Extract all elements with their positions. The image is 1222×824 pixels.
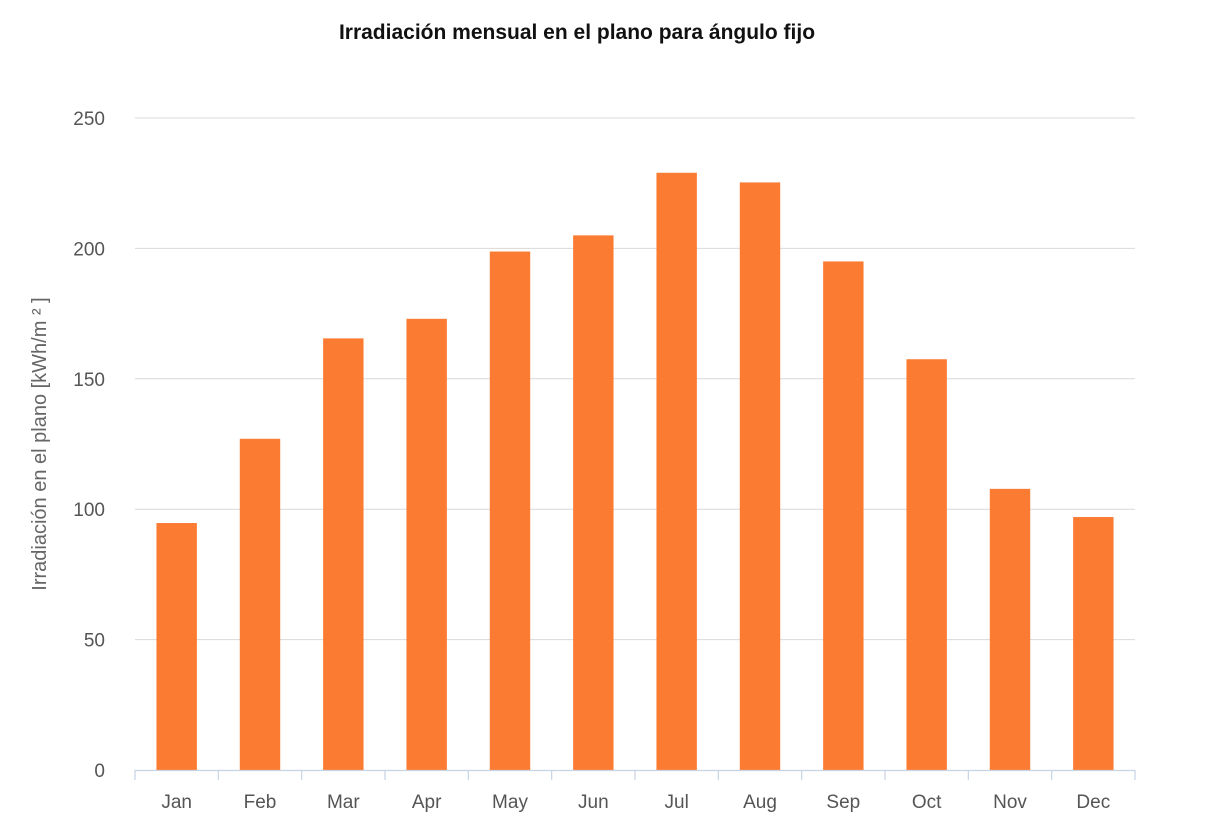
- bar-feb: [239, 438, 281, 770]
- x-tick-label: May: [492, 792, 528, 813]
- bar-nov: [989, 488, 1031, 770]
- y-axis: 0 50 100 150 200 250: [73, 109, 105, 782]
- x-tick-label: Aug: [743, 792, 777, 813]
- bar-jan: [156, 523, 197, 770]
- x-tick-label: Nov: [993, 792, 1027, 813]
- x-tick-label: Jan: [161, 792, 192, 813]
- y-tick-label: 0: [94, 761, 105, 782]
- bar-mar: [323, 338, 364, 770]
- x-axis: Jan Feb Mar Apr May Jun Jul Aug Sep Oct Nov Dec: [134, 769, 1136, 813]
- x-tick-label: Mar: [327, 792, 360, 813]
- y-tick-label: 200: [73, 239, 105, 260]
- x-tick-label: Jul: [665, 792, 689, 813]
- y-tick-label: 50: [84, 631, 105, 652]
- x-tick-label: Jun: [578, 792, 609, 813]
- y-tick-label: 250: [73, 109, 105, 130]
- chart-title: Irradiación mensual en el plano para áng…: [339, 21, 815, 44]
- bars: [156, 172, 1114, 771]
- bar-jun: [573, 235, 614, 771]
- bar-aug: [739, 182, 781, 770]
- y-axis-label: Irradiación en el plano [kWh/m ² ]: [29, 297, 51, 590]
- x-tick-label: Dec: [1076, 792, 1110, 813]
- gridlines: [135, 117, 1135, 641]
- bar-may: [489, 251, 531, 770]
- x-tick-label: Oct: [912, 792, 942, 813]
- bar-sep: [823, 261, 864, 770]
- x-tick-label: Apr: [412, 792, 442, 813]
- x-tick-label: Feb: [244, 792, 277, 813]
- bar-jul: [656, 172, 697, 770]
- x-tick-label: Sep: [826, 792, 860, 813]
- y-tick-label: 150: [73, 370, 105, 391]
- y-tick-label: 100: [73, 500, 105, 521]
- bar-oct: [906, 359, 947, 770]
- bar-dec: [1073, 517, 1114, 770]
- bar-apr: [406, 318, 447, 770]
